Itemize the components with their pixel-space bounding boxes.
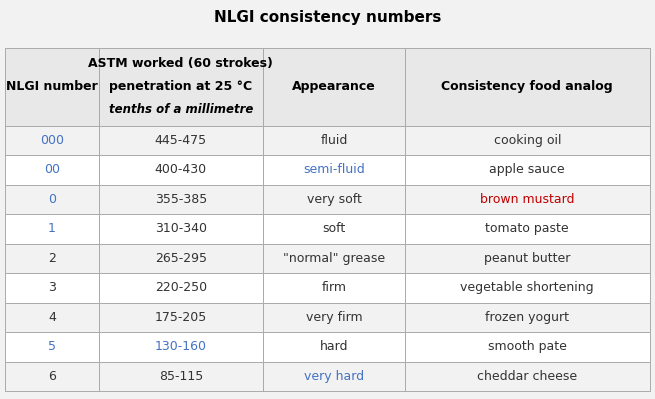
Text: cheddar cheese: cheddar cheese — [477, 370, 577, 383]
Text: penetration at 25 °C: penetration at 25 °C — [109, 80, 252, 93]
Bar — [405, 185, 650, 214]
Text: 85-115: 85-115 — [159, 370, 203, 383]
Bar — [405, 126, 650, 155]
Text: 445-475: 445-475 — [155, 134, 207, 147]
Text: apple sauce: apple sauce — [489, 164, 565, 176]
Bar — [5, 302, 99, 332]
Bar — [263, 126, 405, 155]
Bar — [5, 155, 99, 185]
Bar — [5, 332, 99, 361]
Text: vegetable shortening: vegetable shortening — [460, 281, 594, 294]
Bar — [5, 273, 99, 302]
Text: ASTM worked (60 strokes): ASTM worked (60 strokes) — [88, 57, 273, 70]
Bar — [405, 244, 650, 273]
Text: cooking oil: cooking oil — [494, 134, 561, 147]
Text: 1: 1 — [48, 222, 56, 235]
Bar — [5, 185, 99, 214]
Bar — [99, 332, 263, 361]
Text: 0: 0 — [48, 193, 56, 206]
Text: Consistency food analog: Consistency food analog — [441, 80, 613, 93]
Text: 220-250: 220-250 — [155, 281, 207, 294]
Bar — [405, 214, 650, 244]
Text: 6: 6 — [48, 370, 56, 383]
Bar — [99, 273, 263, 302]
Text: fluid: fluid — [320, 134, 348, 147]
Bar — [263, 244, 405, 273]
Bar — [99, 361, 263, 391]
Text: 2: 2 — [48, 252, 56, 265]
Bar — [405, 155, 650, 185]
Text: 265-295: 265-295 — [155, 252, 207, 265]
Text: "normal" grease: "normal" grease — [283, 252, 385, 265]
Text: smooth pate: smooth pate — [488, 340, 567, 353]
Bar — [99, 126, 263, 155]
Text: soft: soft — [322, 222, 346, 235]
Bar — [99, 244, 263, 273]
Bar — [405, 361, 650, 391]
Text: very firm: very firm — [306, 311, 362, 324]
Bar — [263, 155, 405, 185]
Text: 3: 3 — [48, 281, 56, 294]
Bar — [5, 361, 99, 391]
Text: 310-340: 310-340 — [155, 222, 207, 235]
Text: 00: 00 — [44, 164, 60, 176]
Text: Appearance: Appearance — [292, 80, 376, 93]
Bar — [99, 48, 263, 126]
Bar — [99, 185, 263, 214]
Text: frozen yogurt: frozen yogurt — [485, 311, 569, 324]
Text: very soft: very soft — [307, 193, 362, 206]
Text: very hard: very hard — [304, 370, 364, 383]
Text: 130-160: 130-160 — [155, 340, 207, 353]
Bar — [5, 244, 99, 273]
Text: hard: hard — [320, 340, 348, 353]
Bar — [405, 48, 650, 126]
Bar — [405, 302, 650, 332]
Bar — [263, 332, 405, 361]
Bar — [5, 126, 99, 155]
Text: 000: 000 — [40, 134, 64, 147]
Bar — [263, 273, 405, 302]
Text: 4: 4 — [48, 311, 56, 324]
Bar — [405, 273, 650, 302]
Text: tenths of a millimetre: tenths of a millimetre — [109, 103, 253, 117]
Text: brown mustard: brown mustard — [480, 193, 574, 206]
Text: tomato paste: tomato paste — [485, 222, 569, 235]
Text: NLGI consistency numbers: NLGI consistency numbers — [214, 10, 441, 26]
Text: 175-205: 175-205 — [155, 311, 207, 324]
Bar — [99, 302, 263, 332]
Bar — [263, 214, 405, 244]
Bar — [5, 48, 99, 126]
Bar — [99, 155, 263, 185]
Text: peanut butter: peanut butter — [484, 252, 571, 265]
Bar — [263, 361, 405, 391]
Bar — [405, 332, 650, 361]
Bar — [99, 214, 263, 244]
Bar — [263, 48, 405, 126]
Text: semi-fluid: semi-fluid — [303, 164, 365, 176]
Text: 355-385: 355-385 — [155, 193, 207, 206]
Text: NLGI number: NLGI number — [6, 80, 98, 93]
Bar — [5, 214, 99, 244]
Bar — [263, 302, 405, 332]
Text: 5: 5 — [48, 340, 56, 353]
Text: firm: firm — [322, 281, 346, 294]
Text: 400-430: 400-430 — [155, 164, 207, 176]
Bar — [263, 185, 405, 214]
